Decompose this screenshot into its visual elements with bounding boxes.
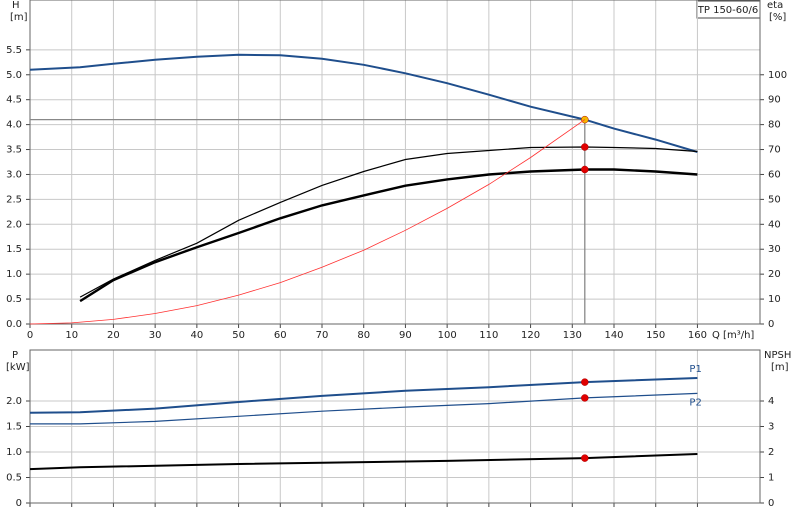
plot-frame [29, 349, 761, 504]
y2-tick-label: 30 [768, 244, 781, 255]
x-tick-label: 130 [563, 330, 582, 341]
x-tick-label: 70 [316, 330, 329, 341]
x-tick-label: 10 [65, 330, 78, 341]
y-tick-label: 2.0 [6, 219, 22, 230]
y2-title: NPSH [764, 350, 791, 361]
y2-tick-label: 90 [768, 95, 781, 106]
curve [30, 392, 698, 425]
y-tick-label: 5.5 [6, 45, 22, 56]
curve [29, 119, 586, 325]
y-tick-label: 4.5 [6, 95, 22, 106]
y2-tick-label: 100 [768, 70, 787, 81]
y-title: P [12, 350, 18, 361]
y-title: H [12, 0, 20, 11]
y2-unit: [m] [771, 362, 789, 373]
legend-label: P1 [689, 364, 701, 375]
x-label: Q [m³/h] [712, 330, 754, 341]
legend-label: P2 [689, 397, 701, 408]
y-tick-label: 0.5 [6, 473, 22, 484]
x-tick-label: 110 [479, 330, 498, 341]
x-tick-label: 60 [274, 330, 287, 341]
y-tick-label: 1.0 [6, 447, 22, 458]
y2-tick-label: 3 [768, 422, 774, 433]
y-tick-label: 1.0 [6, 269, 22, 280]
y-tick-label: 3.0 [6, 169, 22, 180]
duty-point [581, 394, 589, 402]
x-tick-label: 20 [107, 330, 120, 341]
x-tick-label: 160 [688, 330, 707, 341]
x-tick-label: 0 [27, 330, 33, 341]
curve [79, 146, 698, 298]
y2-tick-label: 10 [768, 294, 781, 305]
y2-tick-label: 1 [768, 473, 774, 484]
y2-tick-label: 60 [768, 169, 781, 180]
x-tick-label: 120 [521, 330, 540, 341]
duty-point [581, 165, 589, 174]
y-unit: [kW] [6, 362, 30, 373]
plot-frame [29, 0, 761, 325]
y2-tick-label: 2 [768, 447, 774, 458]
y-tick-label: 1.5 [6, 244, 22, 255]
y-tick-label: 2.0 [6, 396, 22, 407]
y2-tick-label: 0 [768, 498, 774, 509]
y-tick-label: 0 [16, 498, 22, 509]
y2-tick-label: 0 [768, 319, 774, 330]
y-unit: [m] [10, 12, 28, 23]
x-tick-label: 100 [438, 330, 457, 341]
x-tick-label: 150 [646, 330, 665, 341]
y2-tick-label: 50 [768, 194, 781, 205]
y-tick-label: 3.5 [6, 145, 22, 156]
curve [29, 53, 698, 153]
y2-unit: [%] [769, 12, 786, 23]
x-tick-label: 40 [190, 330, 203, 341]
duty-point [581, 454, 589, 462]
curve [29, 377, 698, 414]
y2-tick-label: 40 [768, 219, 781, 230]
y-tick-label: 1.5 [6, 422, 22, 433]
x-tick-label: 80 [357, 330, 370, 341]
y2-tick-label: 70 [768, 145, 781, 156]
x-tick-label: 140 [604, 330, 623, 341]
curve [79, 168, 698, 303]
y2-tick-label: 20 [768, 269, 781, 280]
y-tick-label: 4.0 [6, 120, 22, 131]
x-tick-label: 50 [232, 330, 245, 341]
model-label: TP 150-60/6 [697, 5, 758, 16]
x-tick-label: 30 [149, 330, 162, 341]
duty-point [581, 143, 589, 151]
y-tick-label: 2.5 [6, 194, 22, 205]
curve [29, 453, 698, 471]
y2-title: eta [767, 0, 783, 11]
y-tick-label: 0.0 [6, 319, 22, 330]
x-tick-label: 90 [399, 330, 412, 341]
y2-tick-label: 4 [768, 396, 774, 407]
y-tick-label: 0.5 [6, 294, 22, 305]
y-tick-label: 5.0 [6, 70, 22, 81]
duty-point [581, 378, 589, 386]
y2-tick-label: 80 [768, 120, 781, 131]
